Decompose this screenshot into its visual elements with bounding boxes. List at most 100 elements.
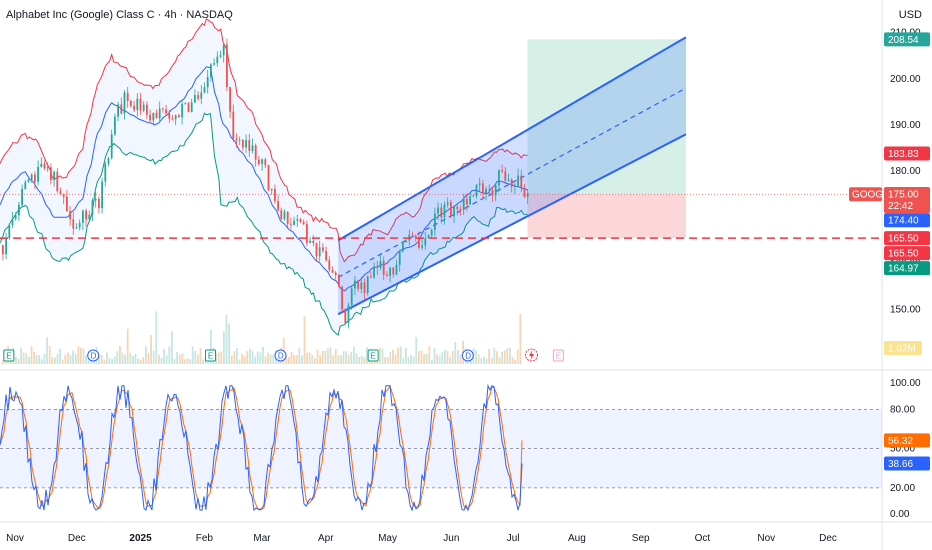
volume-bar (488, 349, 490, 364)
volume-bar (106, 352, 108, 364)
event-label: E (371, 352, 376, 361)
candle-body (158, 108, 161, 119)
volume-bar (306, 352, 308, 364)
volume-bar (519, 313, 522, 364)
volume-bar (459, 355, 462, 364)
volume-bar (334, 349, 337, 364)
volume-bar (178, 354, 181, 364)
candle-body (450, 202, 452, 217)
volume-bar (254, 356, 256, 364)
candle-body (440, 207, 443, 218)
volume-bar (389, 352, 392, 364)
candle-body (491, 190, 494, 196)
candle-body (290, 223, 292, 225)
candle-body (14, 215, 17, 219)
volume-bar (243, 356, 246, 364)
candle-body (43, 163, 46, 169)
volume-bar (311, 354, 314, 364)
volume-bar (431, 359, 433, 364)
candle-body (34, 174, 36, 182)
volume-bar (59, 348, 61, 364)
volume-bar (215, 353, 217, 364)
volume-bar (298, 347, 301, 364)
volume-bar (475, 350, 477, 364)
candle-body (405, 240, 407, 242)
candle-body (366, 276, 369, 293)
support-tag-2: 165.50 (888, 249, 919, 260)
volume-bar (20, 348, 22, 364)
support-tag-1-bg (884, 231, 930, 246)
volume-bar (503, 350, 506, 364)
volume-bar (342, 351, 345, 364)
volume-bar (303, 316, 306, 364)
bar-countdown: 22:42 (888, 201, 913, 212)
candle-body (142, 104, 145, 111)
stoch-tick-label: 20.00 (890, 483, 915, 494)
volume-bar (355, 353, 358, 364)
volume-bar (451, 350, 454, 364)
channel-upper-line (337, 36, 687, 242)
candle-body (270, 188, 273, 191)
lightning-icon (528, 349, 534, 361)
volume-bar (449, 356, 451, 364)
candle-body (146, 104, 148, 115)
candle-body (354, 280, 356, 289)
volume-bar (41, 359, 43, 364)
candle-body (98, 198, 100, 209)
time-tick-label: Nov (757, 533, 775, 544)
candle-body (30, 174, 33, 180)
volume-bar (402, 357, 405, 364)
stoch-tick-label: 50.00 (890, 444, 915, 455)
volume-bar (126, 328, 129, 364)
candle-body (283, 211, 286, 220)
volume-bar (223, 331, 225, 364)
candle-body (152, 112, 155, 121)
candle-body (8, 225, 11, 239)
candle-body (443, 204, 446, 218)
price-tick-label: 200.00 (890, 74, 921, 85)
candle-body (242, 139, 244, 148)
basis-tag: 174.40 (888, 216, 919, 227)
candle-body (123, 92, 126, 114)
volume-bar (116, 351, 119, 364)
candle-body (434, 213, 436, 231)
volume-bar (64, 354, 67, 364)
volume-bar (176, 351, 178, 364)
candle-body (469, 196, 471, 205)
candle-body (184, 103, 187, 105)
earnings-marker (552, 349, 564, 362)
candle-body (523, 187, 526, 197)
volume-bar (332, 355, 334, 364)
currency-button[interactable]: USD (898, 9, 922, 21)
volume-bar (384, 356, 386, 364)
candle-body (165, 109, 167, 114)
volume-bar (129, 352, 132, 364)
volume-bar (446, 350, 449, 364)
candle-body (334, 272, 337, 275)
target-zone (527, 39, 686, 195)
volume-bar (394, 354, 397, 364)
candle-body (88, 214, 91, 220)
volume-bar (98, 355, 100, 364)
volume-bar (132, 355, 134, 364)
candle-body (309, 240, 311, 244)
candle-body (69, 211, 71, 220)
volume-bar (301, 355, 303, 364)
candle-body (402, 241, 404, 252)
candle-body (75, 227, 78, 229)
candle-body (136, 98, 139, 110)
candle-body (2, 245, 4, 255)
volume-bar (119, 346, 121, 364)
candle-body (101, 181, 103, 209)
support-tag-1: 165.50 (888, 234, 919, 245)
candle-body (414, 235, 417, 239)
candle-body (232, 111, 235, 139)
volume-bar (228, 323, 230, 364)
stoch-tick-label: 80.00 (890, 404, 915, 415)
volume-bar (67, 352, 69, 364)
volume-bar (509, 347, 511, 364)
candle-body (350, 288, 353, 306)
volume-bar (103, 359, 106, 364)
candle-body (299, 219, 302, 222)
